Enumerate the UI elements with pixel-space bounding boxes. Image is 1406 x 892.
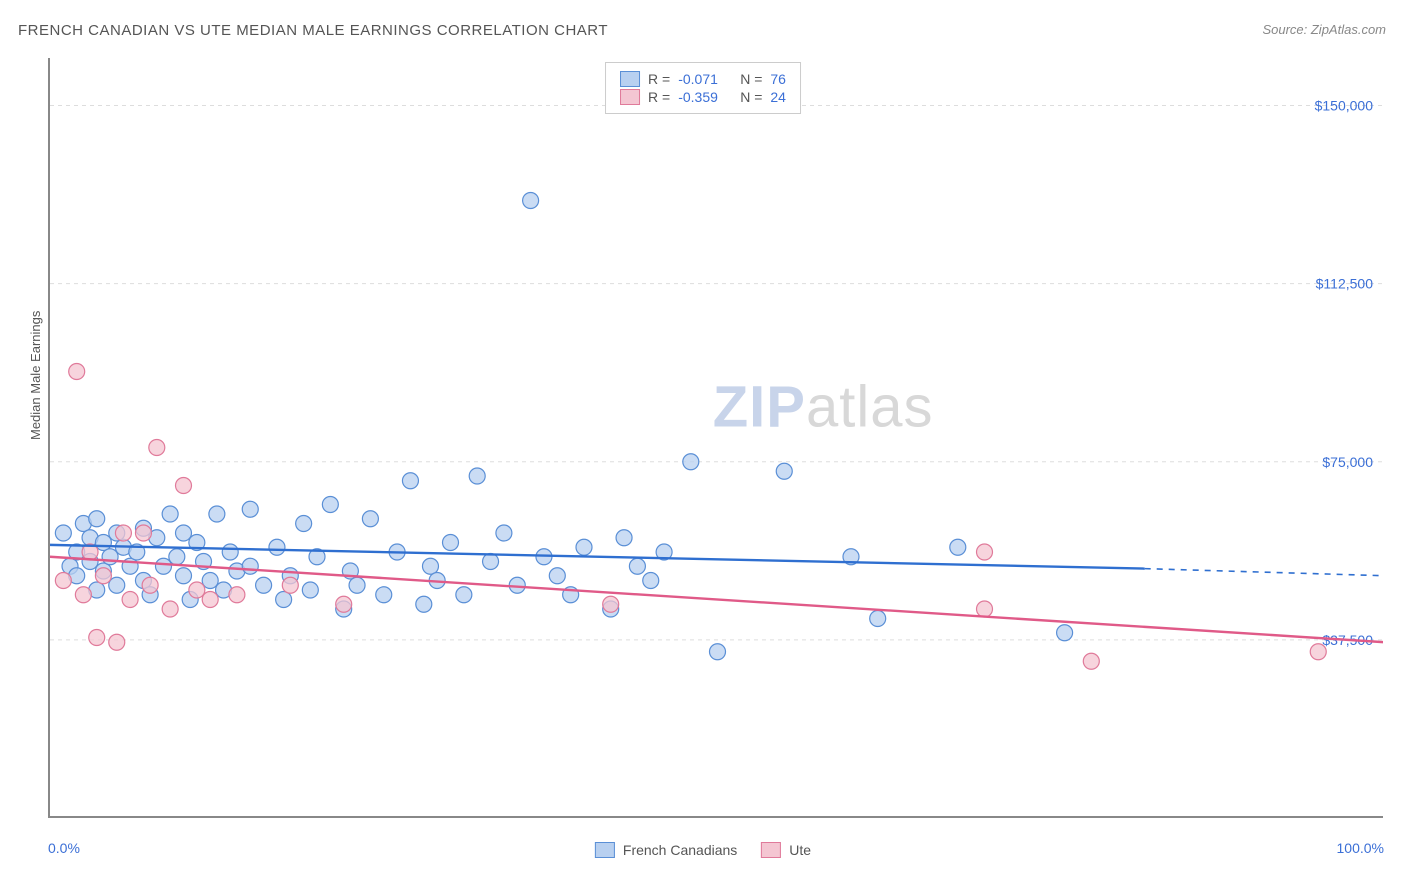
legend-row: R = -0.071 N = 76 bbox=[620, 71, 786, 87]
legend-series: French Canadians Ute bbox=[595, 842, 811, 858]
source-label: Source: ZipAtlas.com bbox=[1262, 22, 1386, 37]
chart-container: FRENCH CANADIAN VS UTE MEDIAN MALE EARNI… bbox=[0, 0, 1406, 892]
x-axis-min-label: 0.0% bbox=[48, 840, 80, 856]
legend-item: French Canadians bbox=[595, 842, 737, 858]
svg-text:$75,000: $75,000 bbox=[1322, 454, 1373, 470]
svg-text:$150,000: $150,000 bbox=[1315, 98, 1374, 114]
swatch-icon bbox=[620, 71, 640, 87]
swatch-icon bbox=[595, 842, 615, 858]
plot-area: ZIPatlas $37,500$75,000$112,500$150,000 bbox=[48, 58, 1383, 818]
x-axis-max-label: 100.0% bbox=[1337, 840, 1384, 856]
legend-item: Ute bbox=[761, 842, 811, 858]
svg-text:$112,500: $112,500 bbox=[1316, 276, 1374, 292]
y-axis-label: Median Male Earnings bbox=[28, 311, 43, 440]
swatch-icon bbox=[761, 842, 781, 858]
swatch-icon bbox=[620, 89, 640, 105]
chart-title: FRENCH CANADIAN VS UTE MEDIAN MALE EARNI… bbox=[18, 22, 608, 39]
legend-correlation: R = -0.071 N = 76 R = -0.359 N = 24 bbox=[605, 62, 801, 114]
legend-row: R = -0.359 N = 24 bbox=[620, 89, 786, 105]
plot-svg: $37,500$75,000$112,500$150,000 bbox=[50, 58, 1383, 816]
